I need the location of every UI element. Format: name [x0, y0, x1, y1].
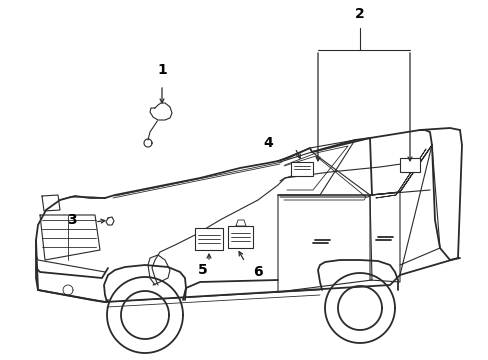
- Bar: [195, 228, 223, 250]
- Bar: [227, 226, 252, 248]
- Bar: [290, 162, 312, 176]
- Text: 5: 5: [198, 263, 207, 277]
- Text: 6: 6: [253, 265, 262, 279]
- Text: 3: 3: [67, 213, 77, 227]
- Text: 2: 2: [354, 7, 364, 21]
- Text: 1: 1: [157, 63, 166, 77]
- Text: 4: 4: [263, 136, 272, 150]
- Polygon shape: [150, 103, 172, 120]
- Bar: [399, 158, 419, 172]
- Polygon shape: [106, 217, 114, 225]
